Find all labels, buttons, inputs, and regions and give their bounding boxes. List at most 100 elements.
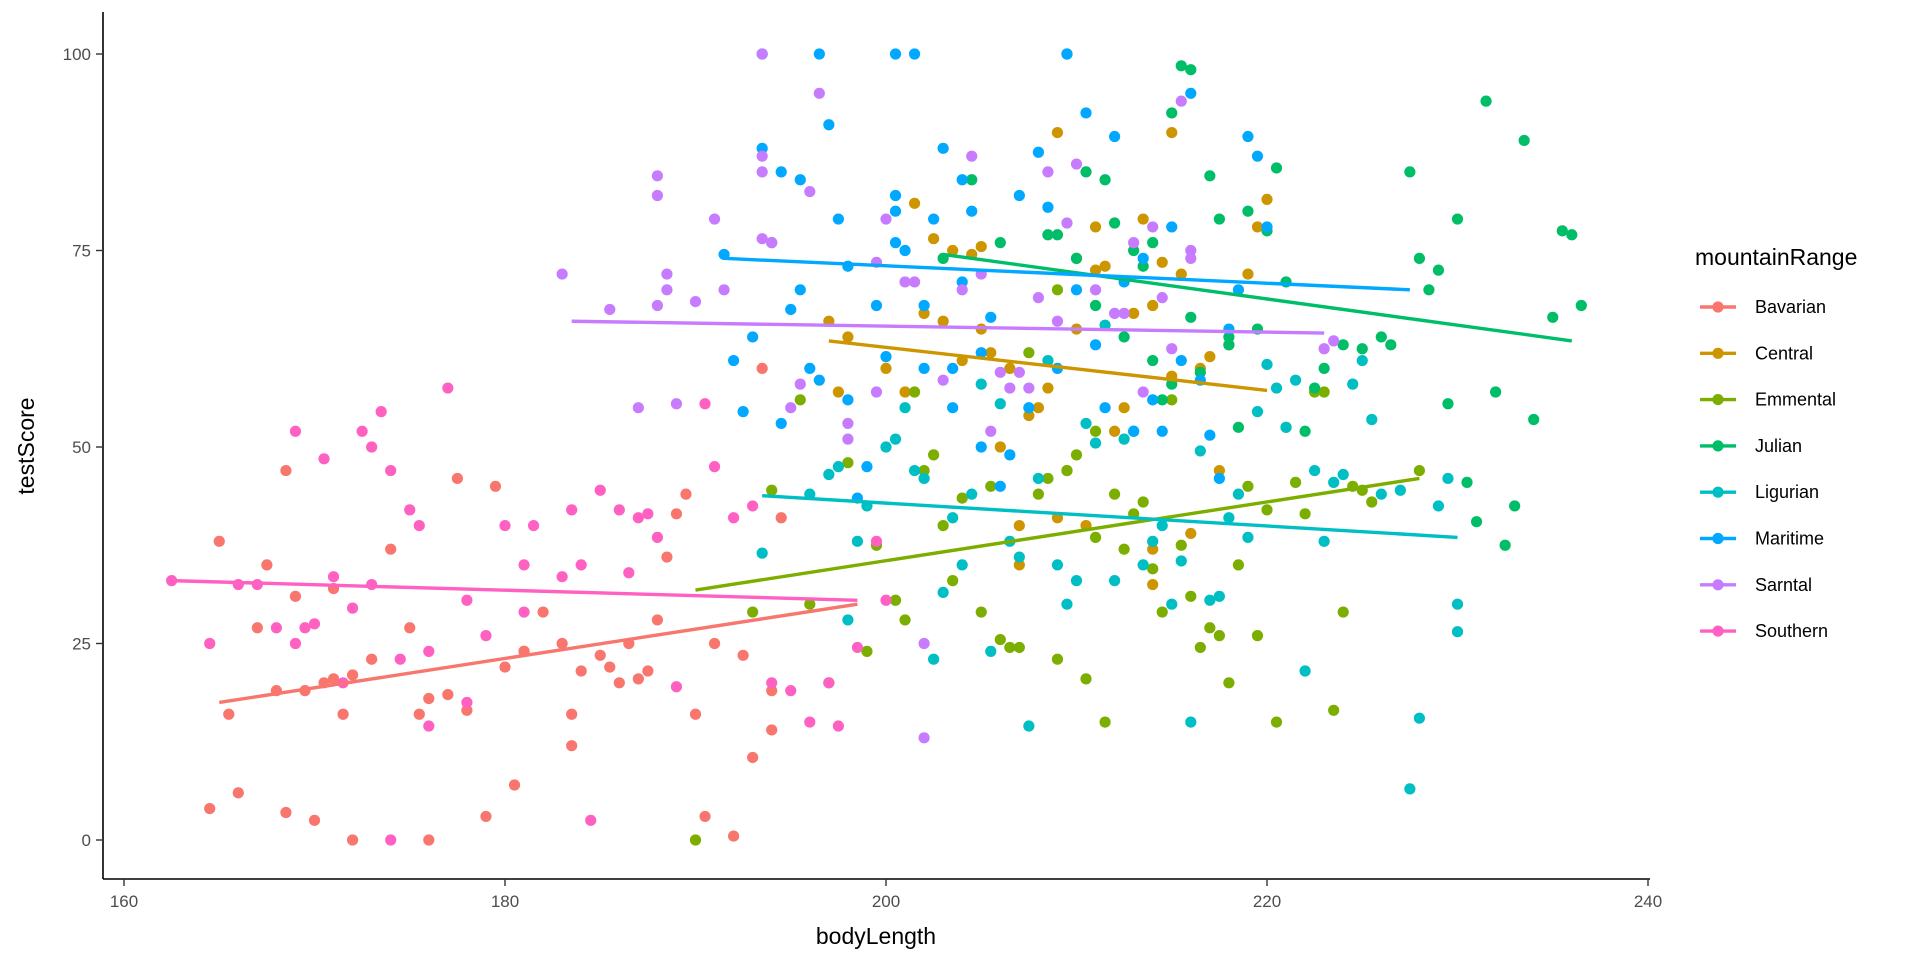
data-point-emmental <box>861 645 873 657</box>
data-point-ligurian <box>1089 437 1102 449</box>
data-point-julian <box>1556 225 1568 237</box>
data-point-bavarian <box>327 673 340 685</box>
data-point-sarntal <box>870 386 883 398</box>
data-point-emmental <box>1213 630 1225 642</box>
data-point-bavarian <box>461 704 473 716</box>
data-point-julian <box>1547 311 1559 323</box>
data-point-bavarian <box>280 464 292 477</box>
data-point-julian <box>1404 166 1416 178</box>
data-point-maritime <box>1099 402 1111 414</box>
data-point-ligurian <box>851 535 864 547</box>
data-point-sarntal <box>804 185 816 198</box>
data-point-julian <box>1232 421 1245 433</box>
data-point-ligurian <box>880 441 892 453</box>
data-point-sarntal <box>1118 307 1130 319</box>
data-point-southern <box>356 425 368 437</box>
data-point-ligurian <box>1394 484 1406 496</box>
data-point-southern <box>413 520 425 532</box>
data-point-sarntal <box>756 48 768 60</box>
data-point-central <box>1175 268 1187 280</box>
data-point-ligurian <box>1166 598 1178 610</box>
x-tick-label: 240 <box>1634 892 1662 911</box>
data-point-ligurian <box>1261 358 1273 371</box>
data-point-bavarian <box>347 834 359 846</box>
data-point-ligurian <box>899 402 911 414</box>
trend-line-bavarian <box>218 602 858 705</box>
y-axis-title: testScore <box>13 397 39 494</box>
data-point-bavarian <box>232 787 244 799</box>
data-point-emmental <box>1413 464 1425 477</box>
trend-line-central <box>828 339 1268 393</box>
data-point-central <box>1004 362 1016 374</box>
data-point-ligurian <box>1232 488 1245 500</box>
data-point-central <box>899 386 911 398</box>
data-point-maritime <box>975 347 987 359</box>
data-point-bavarian <box>442 688 454 701</box>
data-point-julian <box>1337 339 1349 351</box>
data-point-emmental <box>1204 622 1216 634</box>
data-point-ligurian <box>1318 535 1330 547</box>
data-point-emmental <box>918 464 930 477</box>
data-point-southern <box>556 571 568 583</box>
data-point-southern <box>385 464 397 477</box>
data-point-julian <box>1575 299 1587 312</box>
data-point-julian <box>1223 331 1235 343</box>
data-point-bavarian <box>451 472 463 485</box>
data-point-emmental <box>1242 480 1254 492</box>
data-point-emmental <box>689 834 702 846</box>
data-point-maritime <box>1004 449 1016 461</box>
data-point-bavarian <box>423 692 435 705</box>
legend-key-dot-ligurian <box>1712 486 1724 498</box>
data-point-julian <box>1461 476 1473 488</box>
data-point-ligurian <box>1289 374 1302 386</box>
data-point-southern <box>366 441 378 453</box>
data-points <box>166 48 1587 846</box>
data-point-central <box>880 362 892 374</box>
y-tick-label: 100 <box>63 45 91 64</box>
data-point-bavarian <box>680 488 692 500</box>
data-point-maritime <box>1242 130 1254 143</box>
data-point-southern <box>394 653 406 665</box>
y-tick-label: 75 <box>72 242 91 261</box>
data-point-sarntal <box>1023 382 1035 394</box>
data-point-maritime <box>1204 429 1216 441</box>
data-point-ligurian <box>994 398 1006 410</box>
data-point-ligurian <box>1070 575 1083 587</box>
data-point-sarntal <box>766 237 778 249</box>
trend-line-sarntal <box>571 319 1325 335</box>
data-point-emmental <box>975 606 987 618</box>
data-point-julian <box>1070 252 1083 264</box>
y-tick-label: 25 <box>72 635 91 654</box>
data-point-central <box>1251 221 1264 233</box>
data-point-sarntal <box>756 233 768 245</box>
data-point-sarntal <box>718 284 730 296</box>
data-point-central <box>1109 425 1121 437</box>
data-point-bavarian <box>747 751 759 764</box>
legend-key-julian <box>1700 440 1736 452</box>
data-point-emmental <box>842 457 854 469</box>
legend-key-dot-emmental <box>1712 394 1724 406</box>
legend: mountainRange Bavarian Central Emmental Jul… <box>1695 244 1857 641</box>
data-point-bavarian <box>347 669 359 681</box>
data-point-bavarian <box>661 551 673 563</box>
data-point-maritime <box>1261 221 1273 233</box>
legend-key-dot-central <box>1712 347 1724 359</box>
data-point-maritime <box>918 299 930 312</box>
data-point-julian <box>1194 366 1206 378</box>
data-point-ligurian <box>823 468 835 481</box>
data-point-maritime <box>918 362 930 374</box>
data-point-maritime <box>785 303 797 316</box>
data-point-central <box>1147 578 1159 591</box>
data-point-southern <box>232 578 244 591</box>
data-point-bavarian <box>632 673 644 685</box>
data-point-ligurian <box>842 614 854 626</box>
data-point-maritime <box>956 174 968 186</box>
data-point-julian <box>1432 264 1445 276</box>
data-point-maritime <box>947 402 959 414</box>
legend-label-ligurian: Ligurian <box>1755 482 1819 502</box>
data-point-southern <box>461 696 473 709</box>
data-point-sarntal <box>1109 307 1121 319</box>
data-point-bavarian <box>280 806 292 819</box>
data-point-ligurian <box>1299 665 1311 677</box>
data-point-southern <box>785 685 797 697</box>
